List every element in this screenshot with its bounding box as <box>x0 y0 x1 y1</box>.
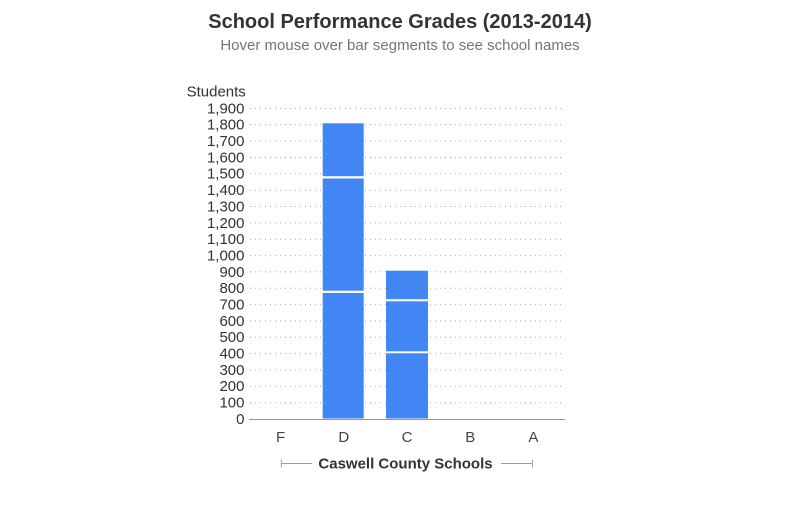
svg-text:300: 300 <box>219 362 244 379</box>
svg-text:400: 400 <box>219 346 244 363</box>
svg-text:1,900: 1,900 <box>207 100 245 117</box>
svg-text:200: 200 <box>219 378 244 395</box>
svg-text:1,300: 1,300 <box>207 198 245 215</box>
svg-text:1,400: 1,400 <box>207 182 245 199</box>
svg-text:600: 600 <box>219 313 244 330</box>
svg-text:1,200: 1,200 <box>207 215 245 232</box>
svg-text:B: B <box>465 429 475 446</box>
svg-text:1,800: 1,800 <box>207 117 245 134</box>
svg-text:500: 500 <box>219 329 244 346</box>
svg-text:100: 100 <box>219 395 244 412</box>
svg-text:700: 700 <box>219 297 244 314</box>
svg-text:1,000: 1,000 <box>207 248 245 265</box>
svg-text:Hover mouse over bar segments: Hover mouse over bar segments to see sch… <box>220 37 579 54</box>
svg-text:C: C <box>402 429 413 446</box>
svg-text:800: 800 <box>219 280 244 297</box>
svg-text:Students: Students <box>187 84 246 101</box>
svg-text:1,100: 1,100 <box>207 231 245 248</box>
svg-text:Caswell County Schools: Caswell County Schools <box>318 456 492 473</box>
svg-text:A: A <box>528 429 538 446</box>
svg-text:F: F <box>276 429 285 446</box>
svg-text:School Performance Grades (201: School Performance Grades (2013-2014) <box>208 11 592 33</box>
svg-text:1,600: 1,600 <box>207 149 245 166</box>
svg-text:900: 900 <box>219 264 244 281</box>
svg-text:D: D <box>338 429 349 446</box>
svg-text:1,500: 1,500 <box>207 166 245 183</box>
svg-text:0: 0 <box>236 411 244 428</box>
svg-text:1,700: 1,700 <box>207 133 245 150</box>
